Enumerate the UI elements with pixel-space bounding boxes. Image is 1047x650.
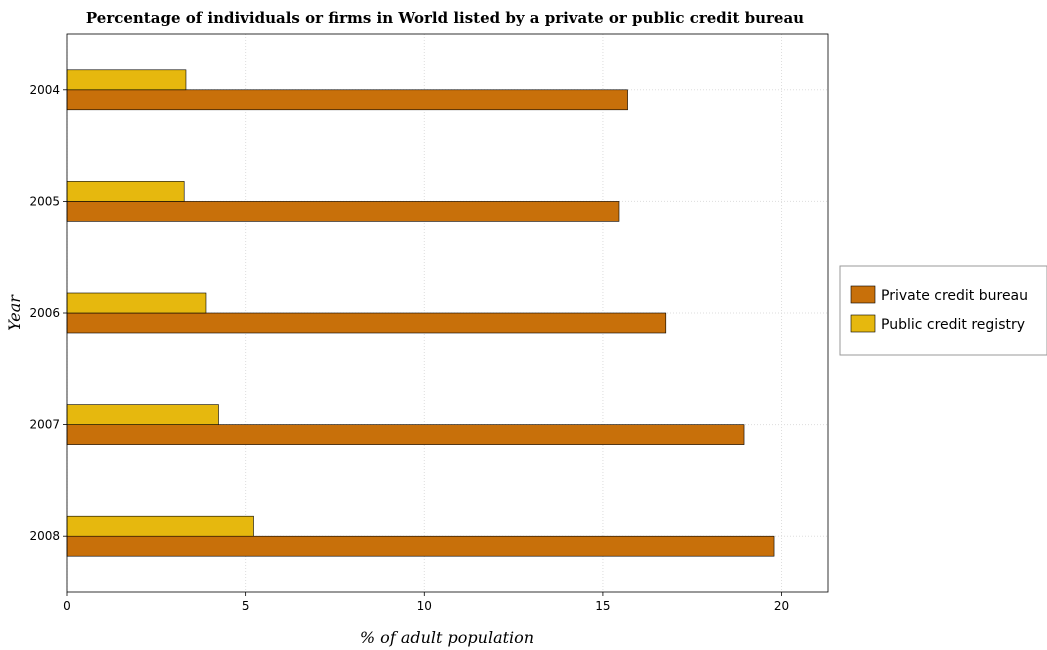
y-tick-label: 2006 — [29, 306, 60, 320]
x-tick-label: 5 — [242, 599, 250, 613]
y-tick-label: 2008 — [29, 529, 60, 543]
legend-swatch — [850, 314, 876, 333]
y-tick-label: 2007 — [29, 418, 60, 432]
public-credit-bar-2005 — [66, 181, 185, 202]
public-credit-bar-2004 — [66, 69, 187, 91]
private-credit-bar-2007 — [66, 424, 745, 445]
bars — [66, 69, 775, 557]
y-tick-label: 2005 — [29, 194, 60, 208]
private-credit-bar-2005 — [66, 201, 620, 222]
y-axis-label: Year — [5, 294, 24, 331]
x-tick-label: 0 — [63, 599, 71, 613]
legend: Private credit bureau Public credit regis… — [839, 265, 1047, 356]
x-axis-label: % of adult population — [360, 628, 534, 647]
public-credit-bar-2007 — [66, 404, 219, 425]
y-axis-ticks: 2004 2005 2006 2007 2008 — [29, 83, 67, 543]
public-credit-bar-2008 — [66, 515, 254, 537]
legend-label: Private credit bureau — [881, 288, 1028, 304]
chart-title: Percentage of individuals or firms in Wo… — [86, 9, 804, 27]
x-tick-label: 10 — [417, 599, 432, 613]
public-credit-bar-2006 — [66, 292, 207, 314]
y-tick-label: 2004 — [29, 83, 60, 97]
private-credit-bar-2004 — [66, 89, 628, 111]
private-credit-bar-2008 — [66, 535, 775, 557]
x-tick-label: 20 — [774, 599, 789, 613]
legend-label: Public credit registry — [881, 317, 1025, 333]
legend-box — [839, 265, 1047, 356]
x-tick-label: 15 — [595, 599, 610, 613]
private-credit-bar-2006 — [66, 312, 667, 334]
legend-swatch — [850, 285, 876, 304]
x-axis-ticks: 0 5 10 15 20 — [63, 592, 789, 613]
